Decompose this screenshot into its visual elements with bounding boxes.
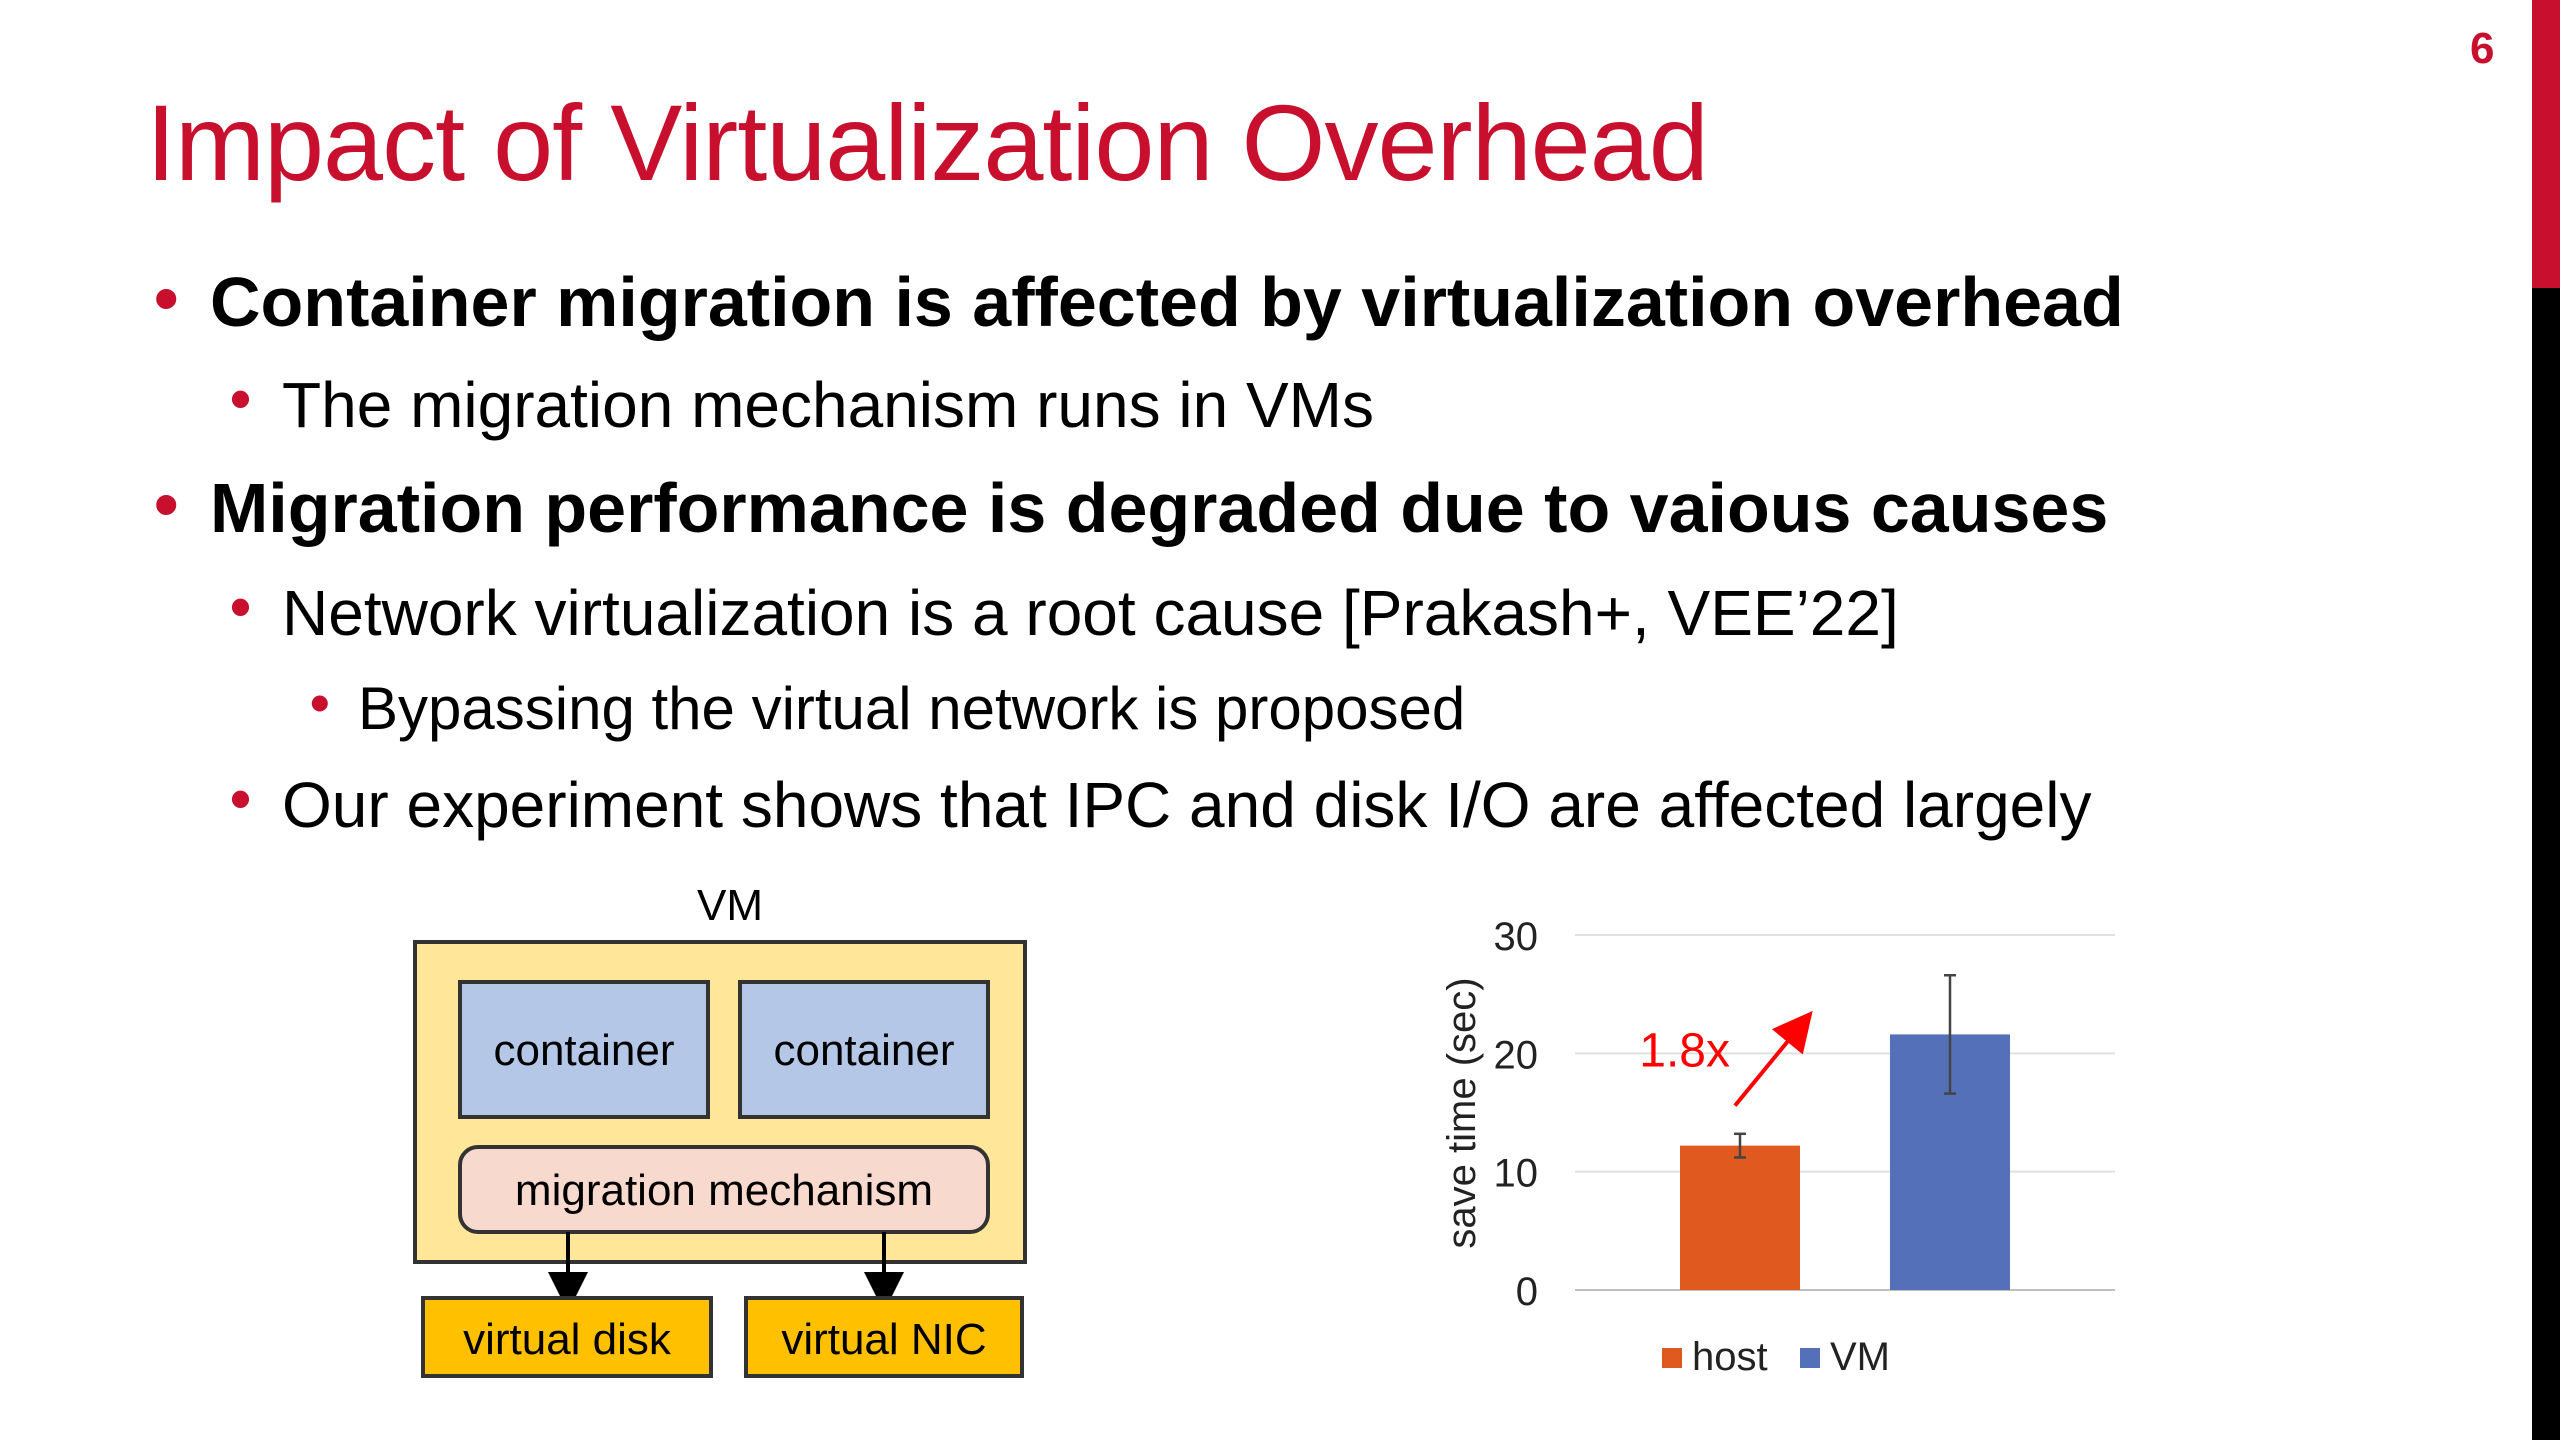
migration-mechanism-label: migration mechanism — [515, 1166, 933, 1215]
annotation-arrow — [1733, 1010, 1813, 1107]
container-box-1 — [458, 980, 710, 1119]
slide-title: Impact of Virtualization Overhead — [146, 82, 1709, 203]
bullet-4: • Network virtualization is a root cause… — [230, 573, 1899, 650]
bullet-dot: • — [230, 765, 252, 832]
annotation-label: 1.8x — [1639, 1024, 1730, 1077]
bullet-text: Our experiment shows that IPC and disk I… — [282, 769, 2092, 841]
bullet-5: • Bypassing the virtual network is propo… — [310, 671, 1466, 743]
bullet-dot: • — [310, 671, 330, 734]
legend-swatch-vm — [1800, 1348, 1820, 1368]
y-tick-label: 30 — [1494, 915, 1539, 959]
side-bar-accent — [2532, 0, 2560, 288]
bullet-dot: • — [154, 259, 179, 337]
y-tick-label: 0 — [1516, 1270, 1538, 1314]
bullet-text: Bypassing the virtual network is propose… — [358, 675, 1466, 742]
legend-label-host: host — [1692, 1335, 1768, 1379]
container-label-2: container — [773, 1026, 954, 1075]
bullet-text: The migration mechanism runs in VMs — [282, 369, 1374, 441]
y-axis-label: save time (sec) — [1440, 977, 1484, 1248]
bullet-2: • The migration mechanism runs in VMs — [230, 365, 1374, 442]
virtual-nic-box — [744, 1296, 1024, 1378]
legend-label-vm: VM — [1830, 1335, 1890, 1379]
bullet-text: Network virtualization is a root cause [… — [282, 577, 1899, 649]
bullet-dot: • — [230, 365, 252, 432]
bullet-text: Container migration is affected by virtu… — [210, 263, 2124, 341]
bar-host — [1680, 1145, 1800, 1290]
bullet-6: • Our experiment shows that IPC and disk… — [230, 765, 2092, 842]
bullet-dot: • — [154, 465, 179, 543]
y-tick-label: 10 — [1494, 1152, 1539, 1196]
container-box-2 — [738, 980, 990, 1119]
virtual-disk-label: virtual disk — [463, 1315, 672, 1364]
bullet-dot: • — [230, 573, 252, 640]
bullet-3: • Migration performance is degraded due … — [154, 465, 2109, 548]
y-tick-label: 20 — [1494, 1033, 1539, 1077]
migration-mechanism-box — [458, 1145, 990, 1234]
vm-label: VM — [697, 881, 763, 930]
container-label-1: container — [493, 1026, 674, 1075]
virtual-disk-box — [421, 1296, 713, 1378]
bullet-text: Migration performance is degraded due to… — [210, 469, 2109, 547]
architecture-diagram: VM container container migration mechani… — [413, 881, 1027, 1378]
page-number: 6 — [2470, 24, 2495, 73]
virtual-nic-label: virtual NIC — [781, 1315, 986, 1364]
bullet-1: • Container migration is affected by vir… — [154, 259, 2124, 342]
legend-swatch-host — [1662, 1348, 1682, 1368]
